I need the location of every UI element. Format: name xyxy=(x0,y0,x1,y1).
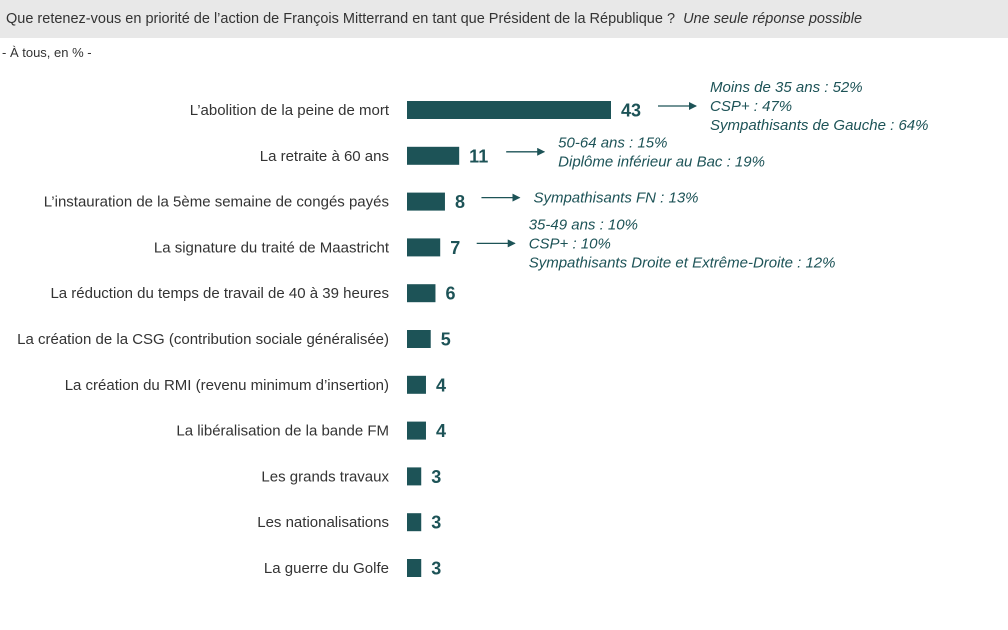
category-label: La libéralisation de la bande FM xyxy=(176,423,389,440)
bar xyxy=(407,330,431,348)
value-label: 3 xyxy=(431,559,441,579)
category-label: La création du RMI (revenu minimum d’ins… xyxy=(65,377,389,394)
annotation-line: CSP+ : 10% xyxy=(529,235,611,252)
value-label: 4 xyxy=(436,421,446,441)
bar xyxy=(407,559,422,577)
value-label: 5 xyxy=(441,330,451,350)
value-label: 3 xyxy=(431,513,441,533)
bar xyxy=(407,375,426,394)
annotation-line: Sympathisants de Gauche : 64% xyxy=(710,117,928,134)
category-label: La signature du traité de Maastricht xyxy=(154,239,390,256)
annotation-line: Sympathisants Droite et Extrême-Droite :… xyxy=(529,254,836,271)
category-label: La création de la CSG (contribution soci… xyxy=(17,331,389,348)
category-label: La retraite à 60 ans xyxy=(260,148,389,165)
question-text: Que retenez-vous en priorité de l’action… xyxy=(6,11,676,27)
bar xyxy=(407,421,426,440)
annotation-line: CSP+ : 47% xyxy=(710,98,792,115)
value-label: 6 xyxy=(445,284,455,304)
bar xyxy=(407,238,441,257)
bar xyxy=(407,284,436,303)
category-label: L’abolition de la peine de mort xyxy=(190,102,390,119)
annotation-line: Sympathisants FN : 13% xyxy=(533,190,698,207)
value-label: 11 xyxy=(469,146,488,166)
value-label: 8 xyxy=(455,192,465,212)
annotation-line: Moins de 35 ans : 52% xyxy=(710,79,863,96)
value-label: 4 xyxy=(436,375,446,395)
annotation-line: Diplôme inférieur au Bac : 19% xyxy=(558,153,765,170)
question-note: Une seule réponse possible xyxy=(683,11,863,27)
category-label: La réduction du temps de travail de 40 à… xyxy=(50,285,389,302)
value-label: 3 xyxy=(431,467,441,487)
question-header: Que retenez-vous en priorité de l’action… xyxy=(0,0,1008,38)
bar xyxy=(407,513,422,532)
bar xyxy=(407,192,445,211)
annotation-line: 50-64 ans : 15% xyxy=(558,134,667,151)
bar xyxy=(407,467,422,486)
value-label: 7 xyxy=(450,238,460,258)
category-label: Les nationalisations xyxy=(257,514,389,531)
annotation-line: 35-49 ans : 10% xyxy=(529,216,638,233)
category-label: La guerre du Golfe xyxy=(264,560,389,577)
value-label: 43 xyxy=(621,101,641,121)
bar xyxy=(407,101,611,119)
chart-subtitle: - À tous, en % - xyxy=(2,45,92,60)
category-label: L’instauration de la 5ème semaine de con… xyxy=(44,194,389,211)
category-label: Les grands travaux xyxy=(261,468,389,485)
bar xyxy=(407,146,460,165)
